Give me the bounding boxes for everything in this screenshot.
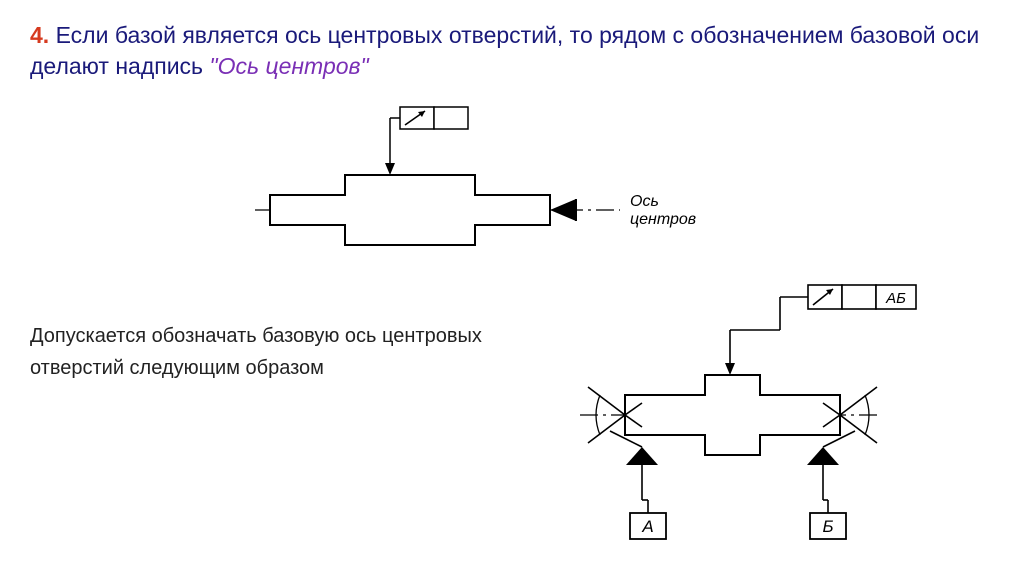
figure-axis-of-centers: Ось центров xyxy=(250,95,710,285)
heading-text: 4. Если базой является ось центровых отв… xyxy=(30,20,994,82)
figure-datum-a-b: А Б АБ xyxy=(570,275,990,570)
tolerance-frame xyxy=(385,107,468,175)
datum-triangle-icon xyxy=(550,199,576,221)
datum-b: Б xyxy=(807,431,855,539)
datum-a: А xyxy=(610,431,666,539)
heading-main: Если базой является ось центровых отверс… xyxy=(30,22,979,79)
figure1-svg xyxy=(250,95,710,280)
heading-number: 4. xyxy=(30,22,49,48)
tolerance-frame-ab: АБ xyxy=(725,285,916,375)
axis-label: Ось центров xyxy=(630,193,696,229)
figure2-svg: А Б АБ xyxy=(570,275,990,565)
datum-a-label: А xyxy=(641,517,653,536)
mid-paragraph: Допускается обозначать базовую ось центр… xyxy=(30,320,550,384)
heading-quote: "Ось центров" xyxy=(209,53,368,79)
svg-text:АБ: АБ xyxy=(885,290,906,307)
datum-b-label: Б xyxy=(822,517,833,536)
